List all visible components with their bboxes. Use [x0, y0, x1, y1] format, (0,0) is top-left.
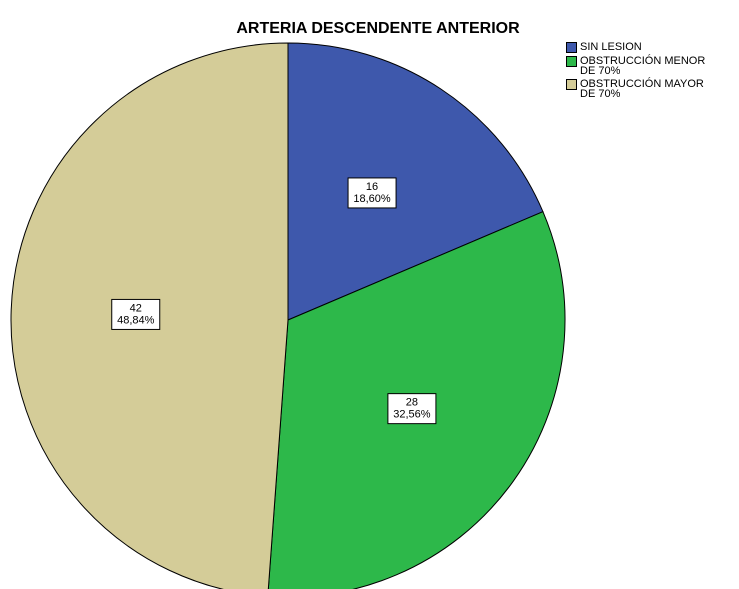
legend-label: OBSTRUCCIÓN MAYOR DE 70%: [580, 78, 704, 100]
data-label-box: [387, 393, 437, 425]
pie-slice: [287, 42, 544, 321]
data-label-percent: 48,84%: [117, 314, 155, 326]
data-label-box: [347, 177, 397, 209]
legend: SIN LESION OBSTRUCCIÓN MENOR DE 70% OBSTRU…: [566, 42, 738, 102]
data-label-box: [111, 298, 161, 330]
data-label-value: 16: [366, 181, 378, 193]
chart-title: ARTERIA DESCENDENTE ANTERIOR: [236, 20, 520, 37]
legend-swatch: [566, 79, 577, 90]
legend-item: SIN LESION: [566, 42, 738, 53]
data-label-value: 42: [130, 302, 142, 314]
data-label-percent: 18,60%: [353, 193, 391, 205]
data-label-value: 28: [406, 397, 418, 409]
legend-label: SIN LESION: [580, 41, 642, 53]
legend-swatch: [566, 42, 577, 53]
legend-item: OBSTRUCCIÓN MAYOR DE 70%: [566, 78, 738, 100]
legend-label: OBSTRUCCIÓN MENOR DE 70%: [580, 55, 706, 77]
legend-item: OBSTRUCCIÓN MENOR DE 70%: [566, 55, 738, 77]
data-label-percent: 32,56%: [393, 409, 431, 421]
legend-swatch: [566, 56, 577, 67]
